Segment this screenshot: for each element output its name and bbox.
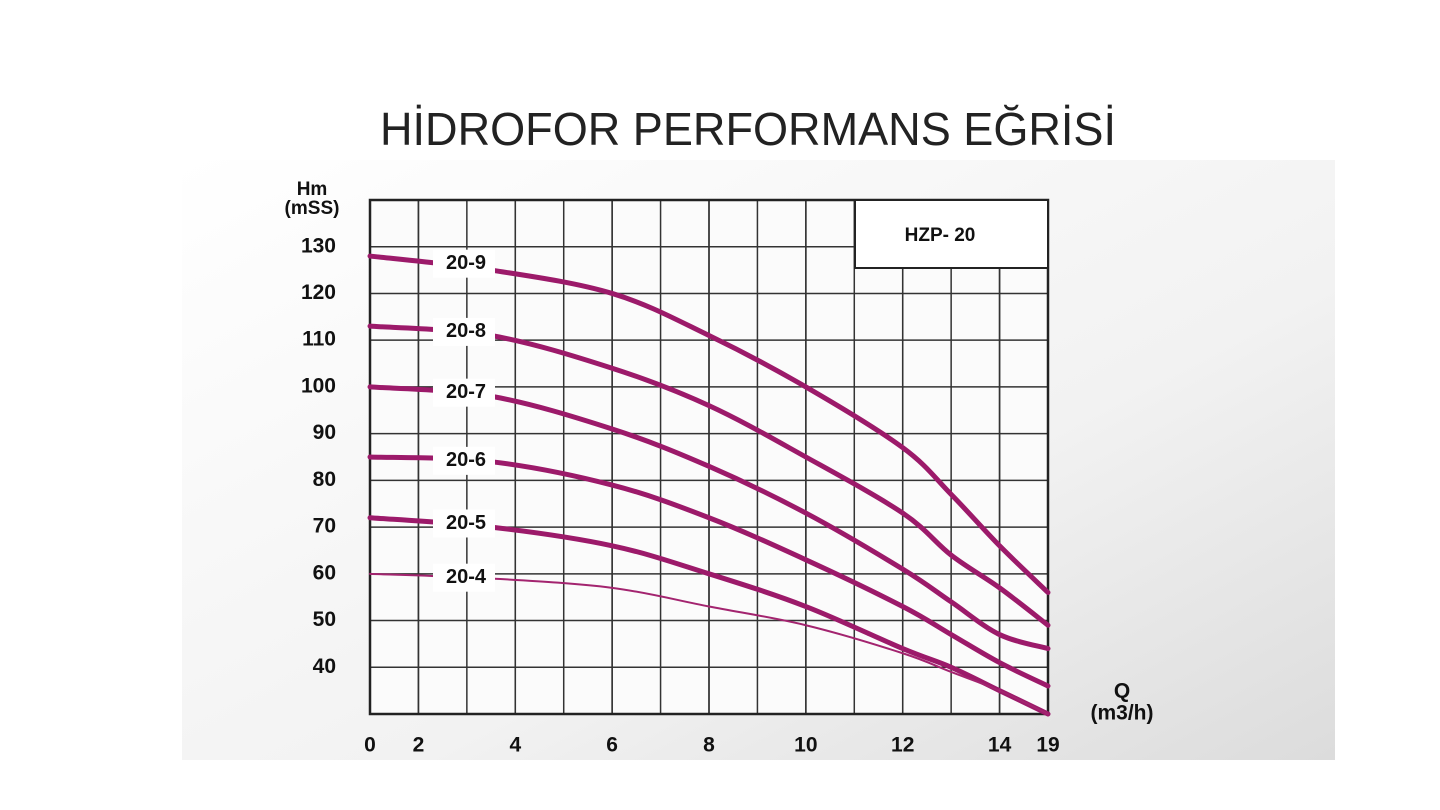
series-label-bg <box>433 446 495 475</box>
series-label-bg <box>433 317 495 346</box>
curve <box>367 515 1051 717</box>
curves: 20-9 20-8 20-7 20-6 20-5 20-4 <box>367 249 1051 717</box>
y-tick-label: 90 <box>313 421 336 444</box>
x-tick-label: 0 <box>364 734 376 757</box>
series-label: 20-7 <box>446 381 486 403</box>
x-tick-label: 19 <box>1036 734 1059 757</box>
x-tick-label: 10 <box>794 734 817 757</box>
y-tick-label: 40 <box>313 655 336 678</box>
y-axis-label: Hm <box>297 179 328 200</box>
x-axis-label: (m3/h) <box>1091 702 1154 725</box>
y-tick-label: 70 <box>313 515 336 538</box>
series-label-bg <box>433 249 495 278</box>
x-tick-label: 8 <box>703 734 715 757</box>
y-tick-label: 50 <box>313 608 336 631</box>
y-tick-label: 100 <box>301 374 336 397</box>
model-box <box>854 199 1049 269</box>
y-tick-label: 110 <box>302 328 336 351</box>
series-label-bg <box>433 509 495 538</box>
series-label: 20-5 <box>446 512 486 534</box>
x-tick-label: 2 <box>413 734 425 757</box>
y-axis-label: (mSS) <box>285 198 340 219</box>
curve <box>367 253 1051 596</box>
y-tick-label: 130 <box>301 234 336 257</box>
y-tick-label: 60 <box>313 561 336 584</box>
x-tick-label: 12 <box>891 734 914 757</box>
y-tick-label: 120 <box>301 281 336 304</box>
series-label-bg <box>433 378 495 407</box>
x-axis-label: Q <box>1114 680 1130 703</box>
series-label: 20-8 <box>446 320 486 342</box>
curve <box>367 384 1051 652</box>
model-label: HZP- 20 <box>905 225 976 246</box>
series-label: 20-9 <box>446 252 486 274</box>
series-label: 20-4 <box>446 566 487 588</box>
x-tick-label: 14 <box>988 734 1012 757</box>
series-label-bg <box>433 563 495 592</box>
y-tick-label: 80 <box>313 468 336 491</box>
curve <box>367 323 1051 628</box>
chart-title: HİDROFOR PERFORMANS EĞRİSİ <box>380 103 1116 155</box>
curve <box>367 454 1051 689</box>
x-tick-label: 6 <box>606 734 618 757</box>
series-label: 20-6 <box>446 449 486 471</box>
x-tick-label: 4 <box>509 734 521 757</box>
curve <box>369 572 1049 715</box>
